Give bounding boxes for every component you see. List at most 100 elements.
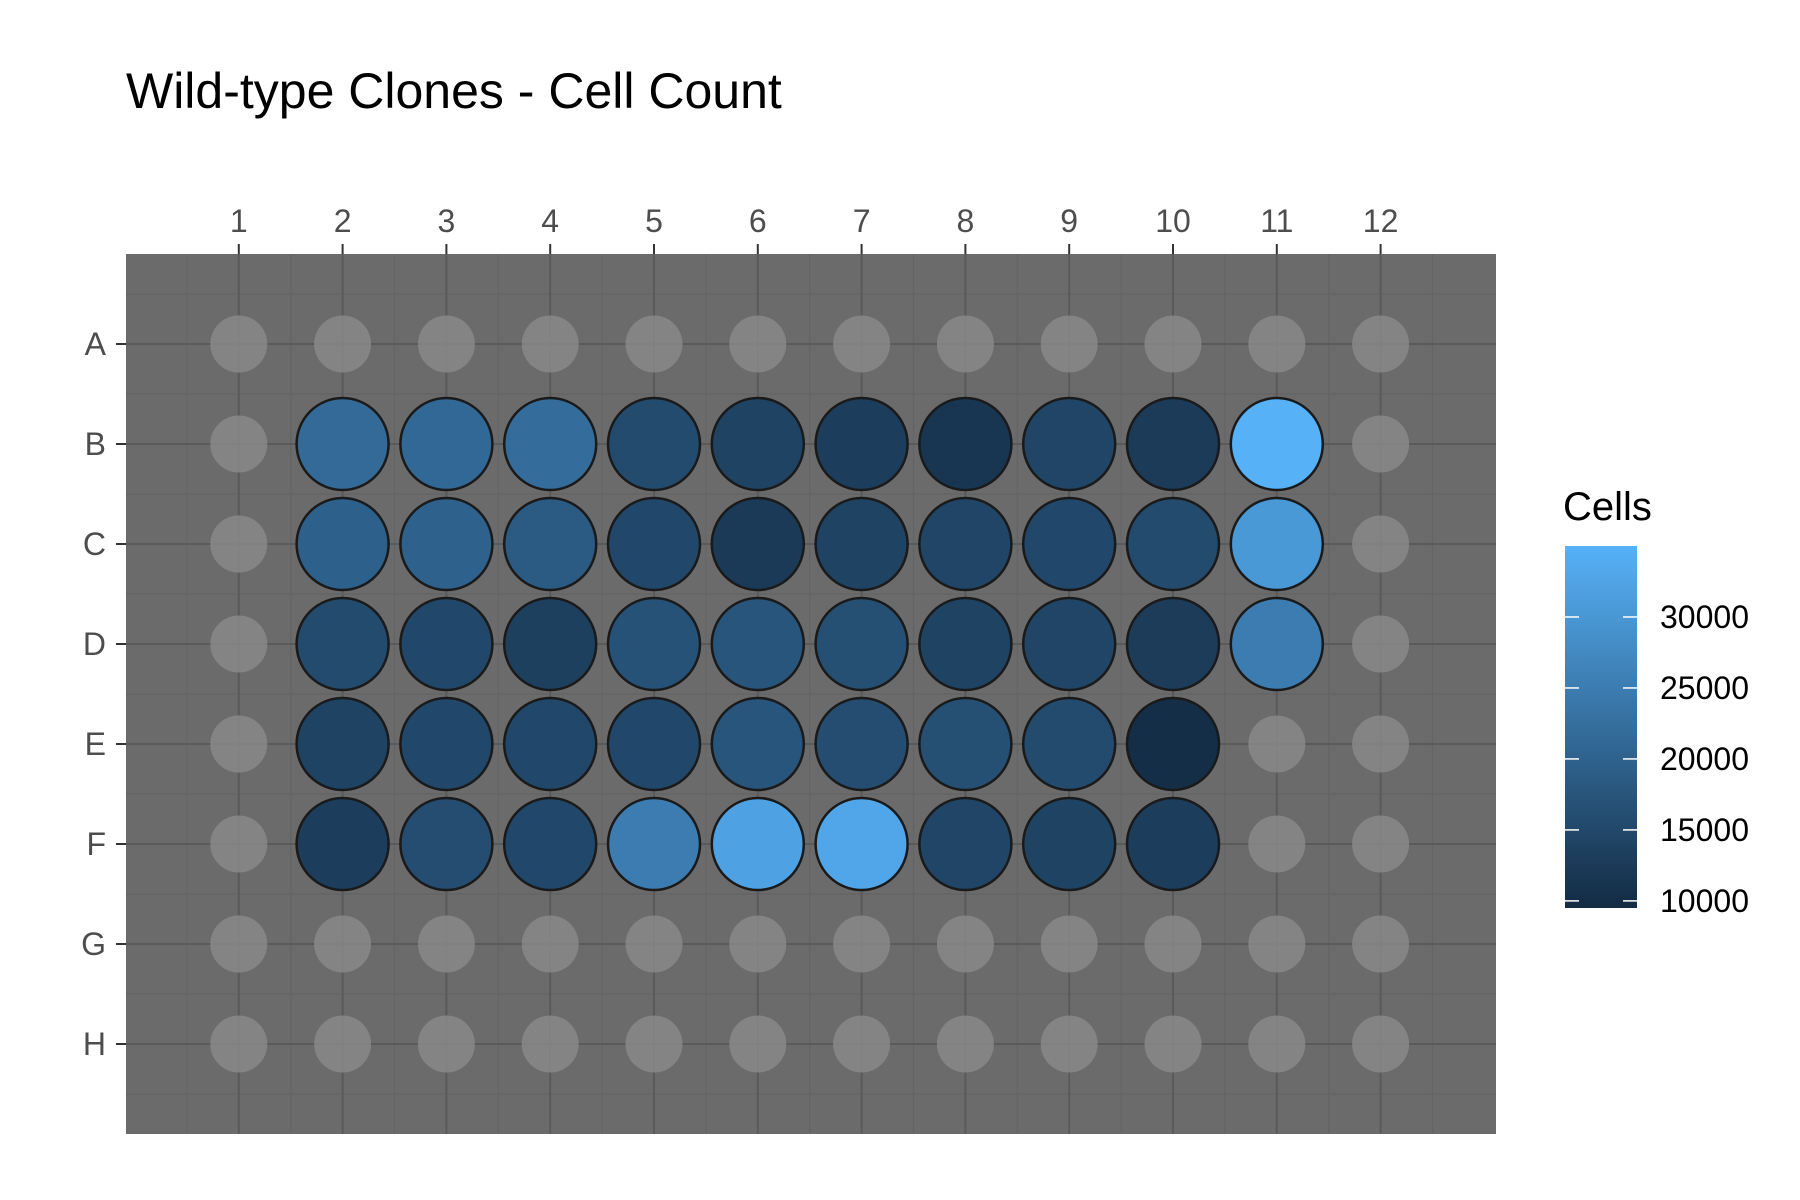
empty-well-H5 — [625, 1015, 683, 1073]
empty-well-A2 — [314, 315, 372, 373]
empty-well-B12 — [1352, 415, 1410, 473]
well-E10 — [1125, 696, 1221, 792]
legend-label: 30000 — [1660, 599, 1749, 635]
empty-well-H1 — [210, 1015, 268, 1073]
empty-well-H11 — [1248, 1015, 1306, 1073]
empty-well-G9 — [1040, 915, 1098, 973]
empty-well-H12 — [1352, 1015, 1410, 1073]
empty-well-H2 — [314, 1015, 372, 1073]
empty-well-G4 — [521, 915, 579, 973]
x-tick-label: 6 — [749, 203, 767, 239]
empty-well-A5 — [625, 315, 683, 373]
well-F5 — [606, 796, 702, 892]
well-B8 — [918, 396, 1013, 492]
empty-well-H8 — [936, 1015, 994, 1073]
well-B6 — [710, 396, 806, 492]
well-B2 — [295, 396, 390, 492]
chart-title: Wild-type Clones - Cell Count — [126, 63, 782, 119]
well-B4 — [502, 396, 598, 492]
empty-well-A3 — [417, 315, 475, 373]
well-E9 — [1021, 696, 1117, 792]
well-F6 — [710, 796, 806, 892]
empty-well-A11 — [1248, 315, 1306, 373]
x-tick-label: 2 — [334, 203, 352, 239]
well-D5 — [606, 596, 702, 692]
empty-well-F1 — [210, 815, 268, 873]
y-tick-label: D — [83, 626, 106, 662]
legend-label: 25000 — [1660, 670, 1749, 706]
y-tick-label: H — [83, 1026, 106, 1062]
well-D3 — [399, 596, 494, 692]
legend-ticks: 10000 15000 20000 25000 30000 — [1565, 599, 1749, 919]
y-tick-label: A — [85, 326, 107, 362]
well-D2 — [295, 596, 390, 692]
x-tick-label: 11 — [1260, 203, 1293, 239]
well-F7 — [814, 796, 909, 892]
empty-well-F11 — [1248, 815, 1306, 873]
x-tick-label: 10 — [1155, 203, 1191, 239]
x-axis-top: 1 2 3 4 5 6 7 8 9 10 11 12 — [230, 203, 1398, 254]
empty-well-A7 — [833, 315, 891, 373]
y-tick-label: E — [85, 726, 106, 762]
empty-well-H7 — [833, 1015, 891, 1073]
empty-well-H4 — [521, 1015, 579, 1073]
well-F9 — [1021, 796, 1117, 892]
well-B5 — [606, 396, 702, 492]
well-F8 — [918, 796, 1013, 892]
grid-minor-lines — [126, 254, 1496, 1134]
empty-well-G8 — [936, 915, 994, 973]
well-C6 — [710, 496, 806, 592]
empty-well-D12 — [1352, 615, 1410, 673]
well-F2 — [295, 796, 390, 892]
well-D8 — [918, 596, 1013, 692]
well-E2 — [295, 696, 390, 792]
well-B9 — [1021, 396, 1117, 492]
empty-well-C1 — [210, 515, 268, 573]
empty-well-A4 — [521, 315, 579, 373]
well-C9 — [1021, 496, 1117, 592]
empty-well-A1 — [210, 315, 268, 373]
well-B11 — [1229, 396, 1325, 492]
y-tick-label: C — [83, 526, 106, 562]
y-tick-label: G — [81, 926, 106, 962]
well-D7 — [814, 596, 909, 692]
empty-well-E1 — [210, 715, 268, 773]
well-C5 — [606, 496, 702, 592]
legend-title: Cells — [1563, 485, 1652, 529]
empty-well-A6 — [729, 315, 787, 373]
well-C10 — [1125, 496, 1221, 592]
well-B7 — [814, 396, 909, 492]
well-D4 — [502, 596, 598, 692]
x-tick-label: 9 — [1060, 203, 1078, 239]
well-F4 — [502, 796, 598, 892]
x-tick-label: 7 — [853, 203, 871, 239]
well-D9 — [1021, 596, 1117, 692]
legend-colorbar — [1565, 546, 1637, 908]
empty-well-G1 — [210, 915, 268, 973]
legend-label: 10000 — [1660, 883, 1749, 919]
well-B10 — [1125, 396, 1221, 492]
legend-label: 15000 — [1660, 812, 1749, 848]
well-C2 — [295, 496, 390, 592]
well-F3 — [399, 796, 494, 892]
legend-label: 20000 — [1660, 741, 1749, 777]
empty-well-A10 — [1144, 315, 1202, 373]
well-E6 — [710, 696, 806, 792]
well-E8 — [918, 696, 1013, 792]
well-D11 — [1229, 596, 1325, 692]
x-tick-label: 1 — [230, 203, 248, 239]
empty-well-A9 — [1040, 315, 1098, 373]
well-C3 — [399, 496, 494, 592]
empty-well-G11 — [1248, 915, 1306, 973]
x-tick-label: 4 — [541, 203, 559, 239]
empty-well-G3 — [417, 915, 475, 973]
empty-well-H6 — [729, 1015, 787, 1073]
empty-well-H3 — [417, 1015, 475, 1073]
empty-well-G5 — [625, 915, 683, 973]
empty-well-G7 — [833, 915, 891, 973]
x-tick-label: 8 — [957, 203, 975, 239]
y-tick-label: B — [85, 426, 106, 462]
well-E5 — [606, 696, 702, 792]
empty-well-D1 — [210, 615, 268, 673]
